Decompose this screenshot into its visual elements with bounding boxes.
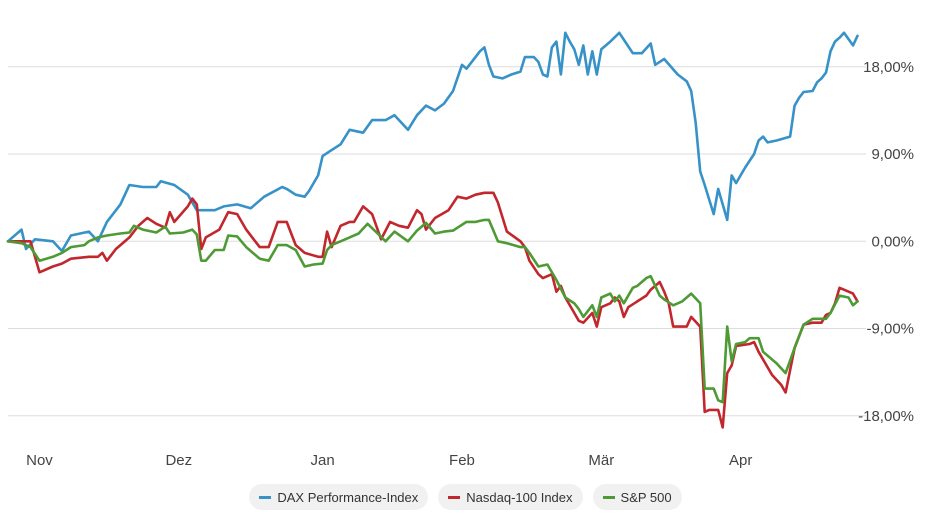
y-tick-label: -9,00% xyxy=(866,321,914,338)
series-lines xyxy=(6,31,859,429)
y-tick-label: 18,00% xyxy=(863,59,914,76)
y-tick-label: -18,00% xyxy=(858,408,914,425)
x-tick-label: Apr xyxy=(729,452,752,469)
y-axis-labels: 18,00% 9,00% 0,00% -9,00% -18,00% xyxy=(858,59,914,425)
dax-swatch-icon xyxy=(259,495,272,499)
series-line-s-p-500 xyxy=(6,218,859,404)
legend-label-nasdaq: Nasdaq-100 Index xyxy=(466,489,573,505)
legend-item-dax[interactable]: DAX Performance-Index xyxy=(249,484,429,510)
y-tick-label: 9,00% xyxy=(871,146,914,163)
legend-item-sp500[interactable]: S&P 500 xyxy=(592,484,682,510)
nasdaq-swatch-icon xyxy=(448,495,461,499)
series-line-dax-performance-index xyxy=(6,31,859,253)
line-chart: Nov Dez Jan Feb Mär Apr 18,00% 9,00% 0,00% -9,00… xyxy=(6,31,914,469)
x-tick-label: Nov xyxy=(26,452,53,469)
x-tick-label: Dez xyxy=(165,452,192,469)
x-tick-label: Mär xyxy=(588,452,614,469)
legend-item-nasdaq[interactable]: Nasdaq-100 Index xyxy=(438,484,583,510)
grid-lines xyxy=(8,66,866,417)
series-line-nasdaq-100-index xyxy=(6,191,859,429)
legend-label-sp500: S&P 500 xyxy=(620,489,672,505)
y-tick-label: 0,00% xyxy=(871,233,914,250)
chart-legend: DAX Performance-Index Nasdaq-100 Index S… xyxy=(0,484,931,512)
x-tick-label: Jan xyxy=(311,452,335,469)
sp500-swatch-icon xyxy=(602,495,615,499)
x-tick-label: Feb xyxy=(449,452,475,469)
legend-label-dax: DAX Performance-Index xyxy=(277,489,419,505)
x-axis-labels: Nov Dez Jan Feb Mär Apr xyxy=(26,452,752,469)
